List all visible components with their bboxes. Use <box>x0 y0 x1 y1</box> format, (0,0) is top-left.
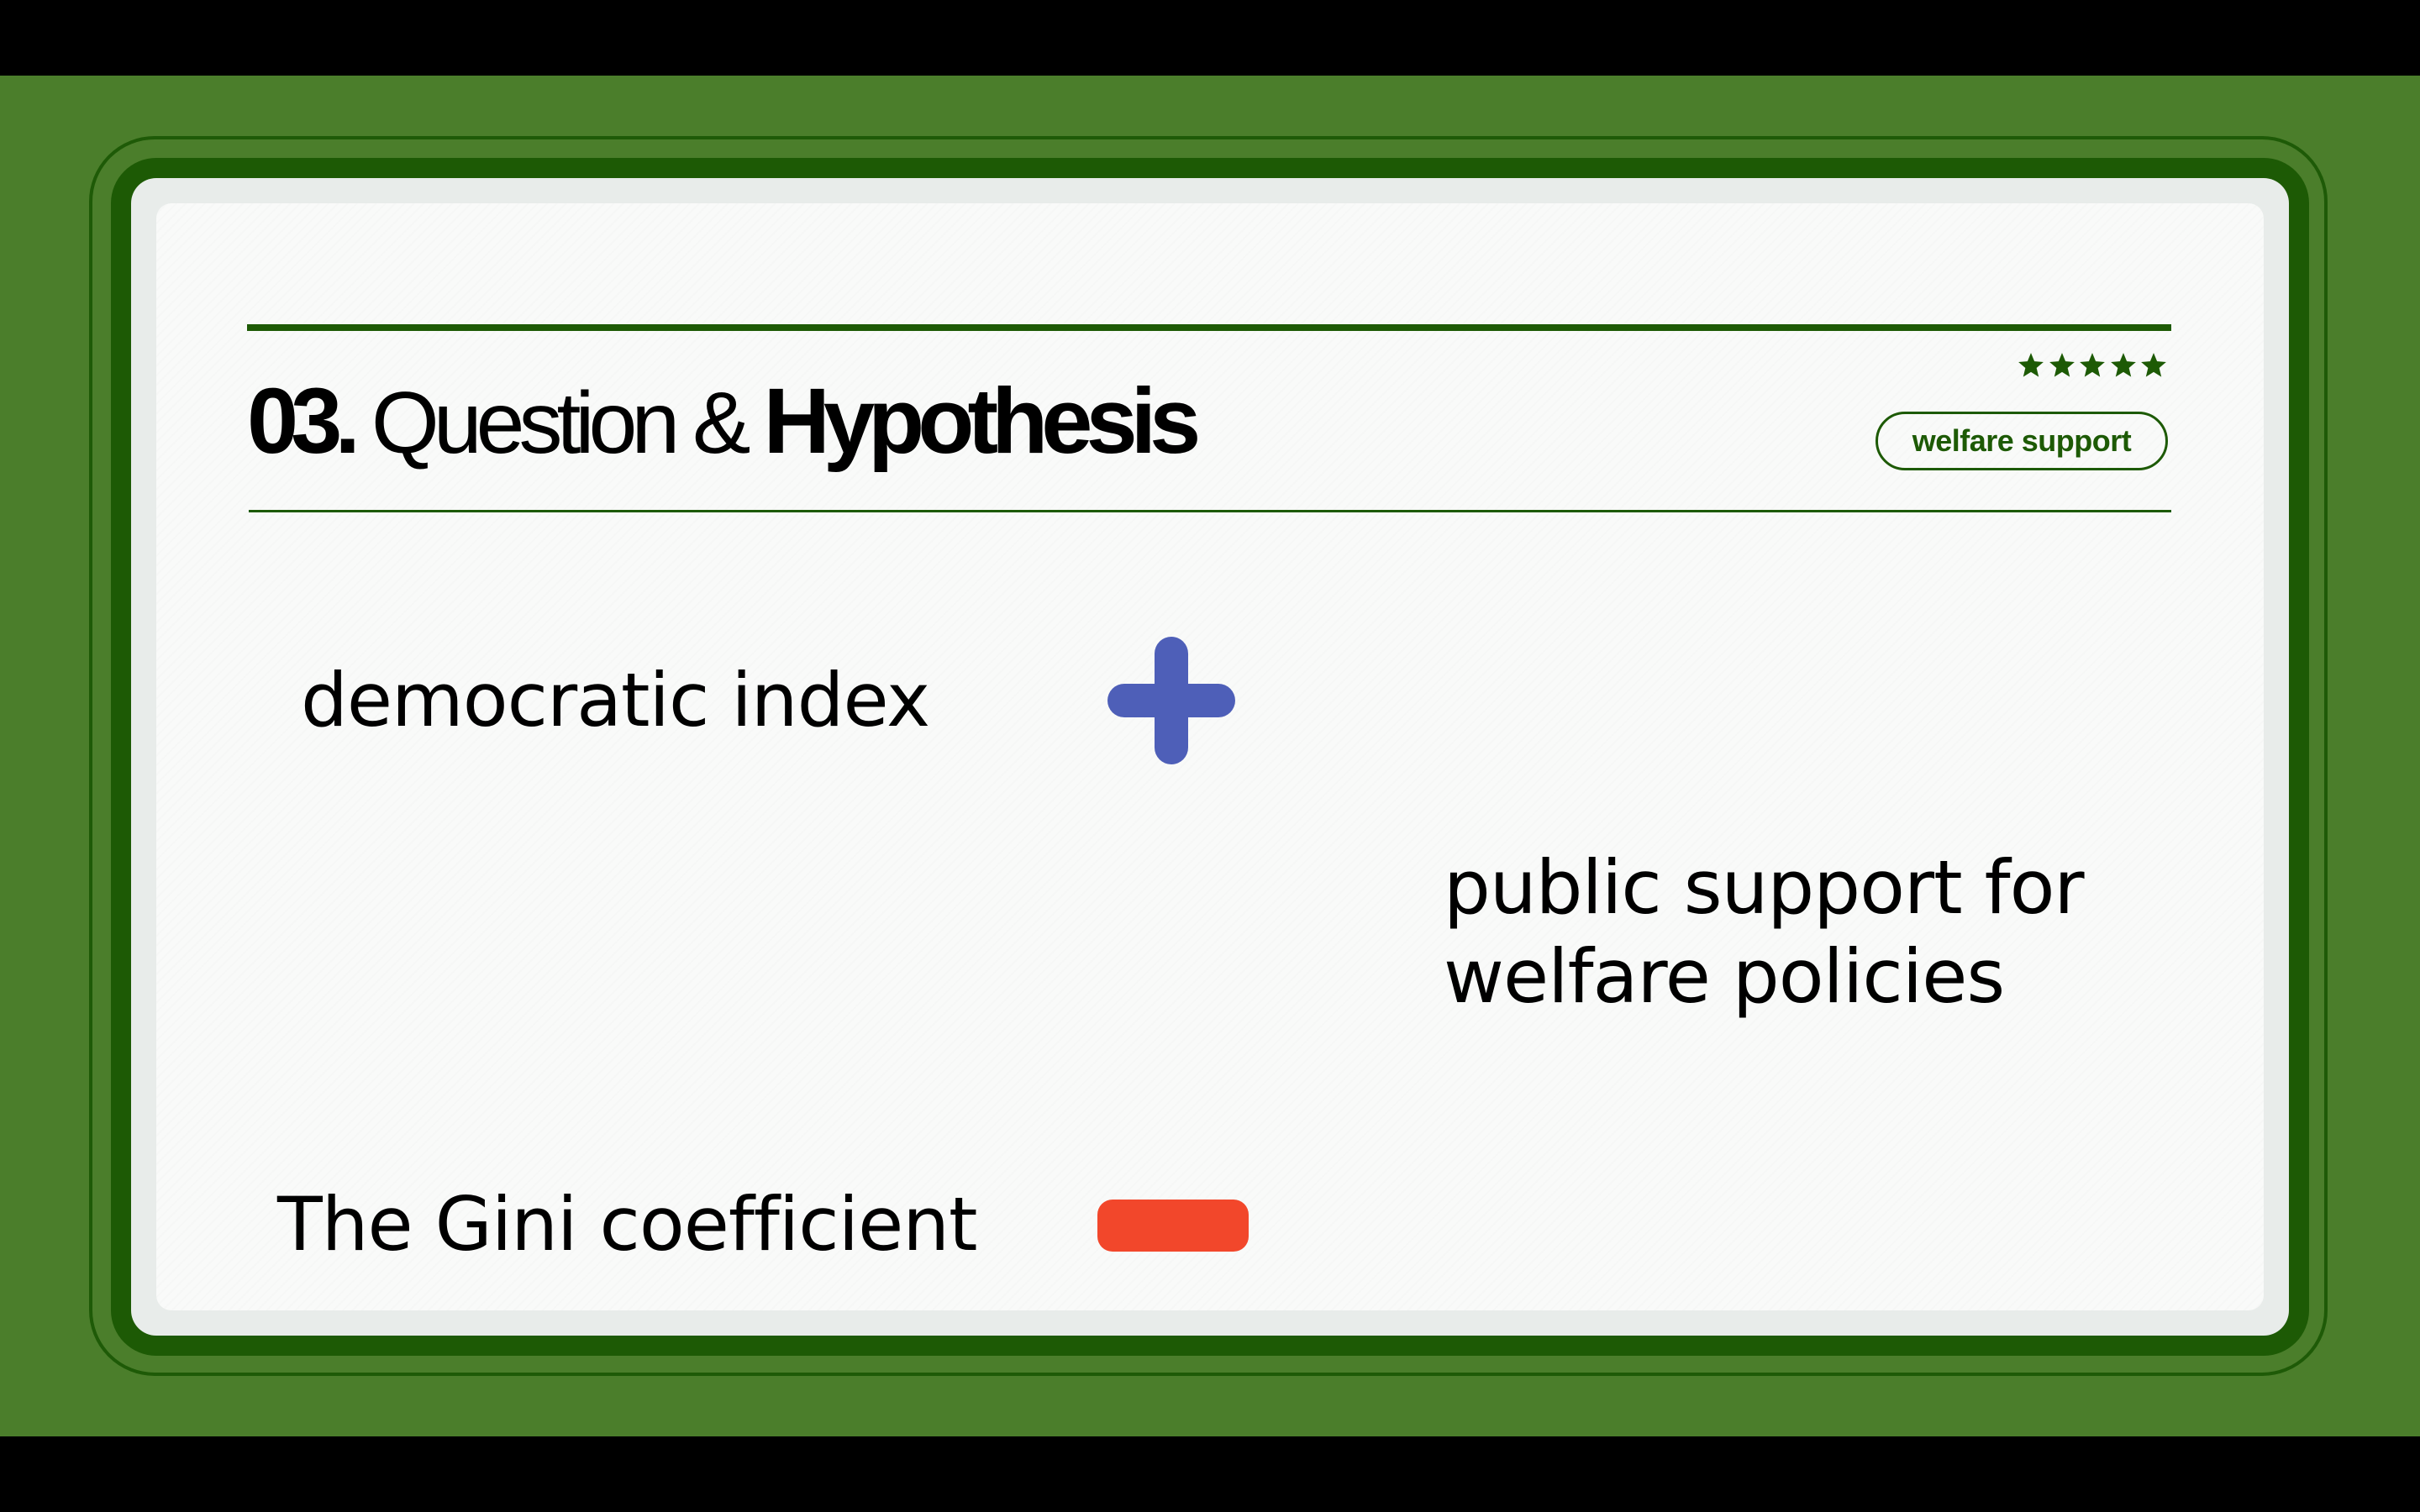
variable-democratic-index: democratic index <box>301 657 929 743</box>
star-icon <box>2048 351 2076 380</box>
letterbox-bottom <box>0 1436 2420 1512</box>
header-rule-top <box>247 324 2171 331</box>
star-icon <box>2017 351 2045 380</box>
header-rule-bottom <box>249 510 2171 512</box>
slide-stage: 03. Question & Hypothesis welfare suppor… <box>0 76 2420 1436</box>
rating-stars <box>2017 351 2168 388</box>
tag-pill: welfare support <box>1876 412 2168 470</box>
star-icon <box>2139 351 2168 380</box>
slide-card: 03. Question & Hypothesis welfare suppor… <box>156 203 2264 1310</box>
variable-gini-coefficient: The Gini coefficient <box>277 1181 977 1268</box>
slide-title-regular: Question & <box>371 374 745 474</box>
star-icon <box>2078 351 2107 380</box>
letterbox-top <box>0 0 2420 76</box>
minus-icon <box>1097 1200 1249 1252</box>
slide-number: 03. <box>247 368 353 475</box>
slide-title: 03. Question & Hypothesis <box>247 368 1194 477</box>
variable-public-support: public support for welfare policies <box>1444 843 2200 1021</box>
slide-title-bold: Hypothesis <box>763 368 1194 475</box>
star-icon <box>2109 351 2138 380</box>
plus-icon <box>1107 637 1235 764</box>
